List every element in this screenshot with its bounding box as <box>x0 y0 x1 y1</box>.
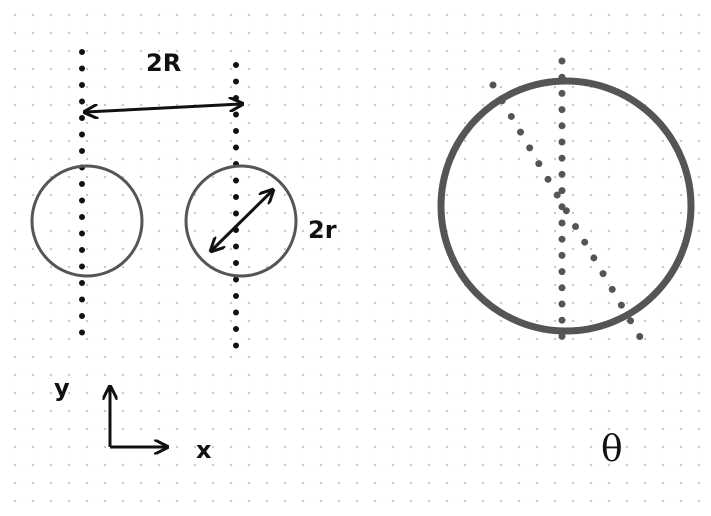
spacing-arrow <box>86 104 241 112</box>
left-panel: 2R 2r y x <box>30 49 337 464</box>
xy-axes-icon <box>110 388 166 447</box>
label-y-axis: y <box>54 374 70 402</box>
label-x-axis: x <box>196 436 212 464</box>
right-panel: θ <box>437 57 695 470</box>
large-fiber-circle <box>437 77 695 335</box>
label-2r: 2r <box>308 216 337 244</box>
left-fiber-circle <box>30 164 144 278</box>
tilted-fiber-axis <box>489 81 644 341</box>
right-fiber-circle <box>184 164 298 278</box>
label-2R: 2R <box>146 49 181 77</box>
diameter-arrow <box>212 191 272 250</box>
label-theta: θ <box>601 429 623 470</box>
